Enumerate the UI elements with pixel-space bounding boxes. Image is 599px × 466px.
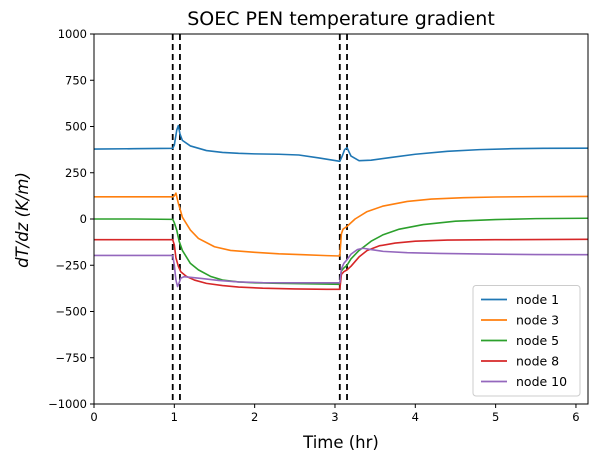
x-tick-label: 2 — [251, 410, 258, 424]
legend: node 1 node 3 node 5 node 8 node 10 — [472, 285, 581, 397]
legend-entry: node 1 — [516, 292, 559, 307]
y-tick-label: 500 — [65, 120, 87, 134]
y-axis-label: dT/dz (K/m) — [13, 172, 32, 268]
legend-entry: node 5 — [516, 333, 559, 348]
legend-entry: node 3 — [516, 313, 559, 328]
y-tick-label: −1000 — [48, 397, 87, 411]
x-tick-label: 6 — [572, 410, 579, 424]
y-tick-label: 250 — [65, 166, 87, 180]
series-line-node-5 — [94, 217, 589, 286]
legend-entry: node 8 — [516, 354, 559, 369]
y-tick-label: 750 — [65, 73, 87, 87]
x-tick-label: 0 — [90, 410, 97, 424]
series-line-node-3 — [94, 192, 589, 257]
x-tick-label: 4 — [412, 410, 419, 424]
legend-box — [472, 285, 581, 397]
series-line-node-10 — [94, 247, 589, 288]
plot-area — [93, 34, 589, 404]
legend-entry: node 10 — [516, 374, 567, 389]
series-line-node-1 — [93, 124, 589, 163]
series-line-node-8 — [94, 238, 589, 291]
x-tick-label: 1 — [171, 410, 178, 424]
y-axis-ticks: −1000 −750 −500 −250 0 250 500 750 1000 — [48, 27, 94, 411]
x-tick-label: 5 — [492, 410, 499, 424]
y-tick-label: 1000 — [58, 27, 87, 41]
chart-title: SOEC PEN temperature gradient — [187, 8, 495, 30]
plot-frame — [93, 33, 589, 405]
x-axis-ticks: 0 1 2 3 4 5 6 — [90, 404, 580, 424]
x-axis-label: Time (hr) — [302, 433, 379, 452]
x-tick-label: 3 — [331, 410, 338, 424]
y-tick-label: 0 — [80, 212, 87, 226]
y-tick-label: −500 — [55, 305, 87, 319]
y-tick-label: −750 — [55, 351, 87, 365]
y-tick-label: −250 — [55, 258, 87, 272]
